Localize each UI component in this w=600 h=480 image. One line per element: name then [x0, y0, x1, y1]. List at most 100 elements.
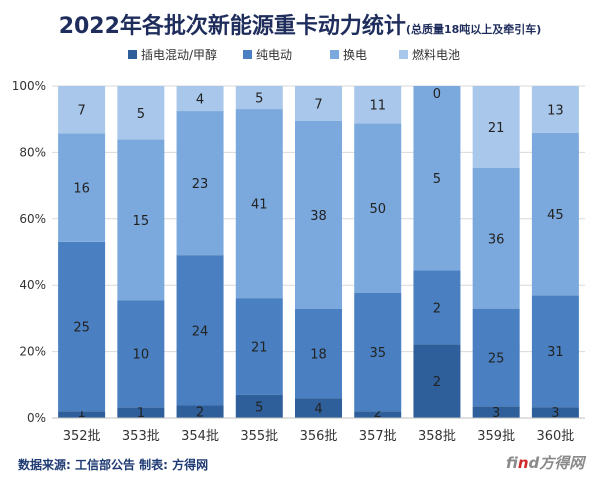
bar-segment [176, 405, 224, 418]
watermark-logo: find方得网 [506, 452, 584, 473]
y-tick-label: 60% [19, 212, 46, 226]
bar-segment [472, 406, 520, 418]
data-label: 41 [251, 198, 268, 213]
x-tick-label: 358批 [418, 429, 456, 444]
data-label: 10 [133, 348, 150, 363]
bar-segment [235, 298, 283, 395]
bar-segment [235, 394, 283, 418]
data-label: 5 [255, 400, 263, 415]
bar-segment [176, 255, 224, 406]
bar-segment [472, 86, 520, 169]
bar-segment [58, 411, 106, 418]
bar-segment [58, 241, 106, 412]
legend-label: 换电 [343, 48, 367, 62]
chart-title: 2022年各批次新能源重卡动力统计 [58, 14, 406, 39]
bar-segment [413, 86, 461, 271]
data-label: 2 [374, 406, 382, 421]
bar-segment [117, 407, 165, 418]
data-label: 7 [314, 97, 322, 112]
x-tick-label: 356批 [300, 429, 338, 444]
chart-title-block: 2022年各批次新能源重卡动力统计(总质量18吨以上及牵引车) [0, 8, 600, 40]
x-tick-label: 357批 [359, 429, 397, 444]
bar-segment [531, 295, 579, 408]
y-tick-label: 100% [12, 79, 46, 93]
legend-label: 纯电动 [256, 48, 292, 62]
y-tick-label: 0% [27, 411, 46, 425]
bar-segment [58, 86, 106, 134]
legend-label: 插电混动/甲醇 [141, 47, 217, 62]
x-tick-label: 360批 [536, 429, 574, 444]
data-label: 4 [314, 402, 322, 417]
data-label: 1 [77, 406, 85, 421]
data-label: 13 [547, 103, 564, 118]
data-label: 11 [369, 99, 386, 114]
data-label: 7 [77, 104, 85, 119]
data-label: 36 [488, 232, 505, 247]
data-label: 45 [547, 208, 564, 223]
bar-segment [117, 86, 165, 140]
bar-segment [413, 270, 461, 345]
data-label: 5 [255, 92, 263, 107]
x-tick-label: 353批 [122, 429, 160, 444]
data-label: 2 [433, 301, 441, 316]
bar-segment [472, 168, 520, 309]
data-label: 5 [433, 172, 441, 187]
data-label: 0 [433, 87, 441, 102]
bar-segment [295, 120, 342, 309]
x-tick-label: 352批 [63, 429, 101, 444]
data-label: 5 [137, 107, 145, 122]
data-label: 24 [192, 324, 209, 339]
watermark-suffix: d方得网 [528, 454, 585, 472]
bar-segment [354, 123, 402, 293]
bar-segment [531, 407, 579, 418]
x-tick-label: 359批 [477, 429, 515, 444]
data-label: 16 [73, 182, 90, 197]
data-label: 1 [137, 406, 145, 421]
footer-source: 数据来源: 工信部公告 制表: 方得网 [18, 458, 209, 472]
bar-segment [354, 86, 402, 124]
legend-swatch [128, 50, 137, 59]
bar-segment [176, 111, 224, 256]
legend-swatch [243, 50, 252, 59]
y-tick-label: 20% [19, 345, 46, 359]
bar-segment [295, 398, 342, 418]
bar-segment [235, 109, 283, 299]
y-tick-label: 80% [19, 145, 46, 159]
data-label: 35 [369, 346, 386, 361]
bar-segment [117, 139, 165, 301]
data-label: 25 [488, 351, 505, 366]
data-label: 18 [310, 348, 327, 363]
legend-label: 燃料电池 [412, 47, 460, 62]
bar-segment [531, 132, 579, 296]
data-label: 3 [551, 406, 559, 421]
data-label: 31 [547, 345, 564, 360]
data-label: 15 [133, 214, 150, 229]
bar-segment [295, 308, 342, 399]
data-label: 2 [433, 375, 441, 390]
data-label: 25 [73, 321, 90, 336]
data-label: 23 [192, 177, 209, 192]
bar-segment [58, 133, 106, 242]
data-label: 50 [369, 202, 386, 217]
bar-segment [235, 86, 283, 110]
data-label: 38 [310, 209, 327, 224]
bar-segment [117, 300, 165, 408]
bar-segment [413, 344, 461, 418]
data-label: 21 [251, 341, 268, 356]
data-label: 3 [492, 406, 500, 421]
watermark-accent: n [517, 454, 529, 472]
watermark-prefix: fi [506, 454, 518, 472]
y-tick-label: 40% [19, 278, 46, 292]
bar-segment [354, 411, 402, 418]
data-label: 4 [196, 93, 204, 108]
bar-segment [354, 292, 402, 412]
data-label: 21 [488, 121, 505, 136]
legend-swatch [330, 50, 339, 59]
bar-segment [295, 86, 342, 121]
x-tick-label: 354批 [181, 429, 219, 444]
data-label: 2 [196, 406, 204, 421]
bar-segment [472, 308, 520, 407]
x-tick-label: 355批 [240, 429, 278, 444]
bar-segment [531, 86, 579, 133]
